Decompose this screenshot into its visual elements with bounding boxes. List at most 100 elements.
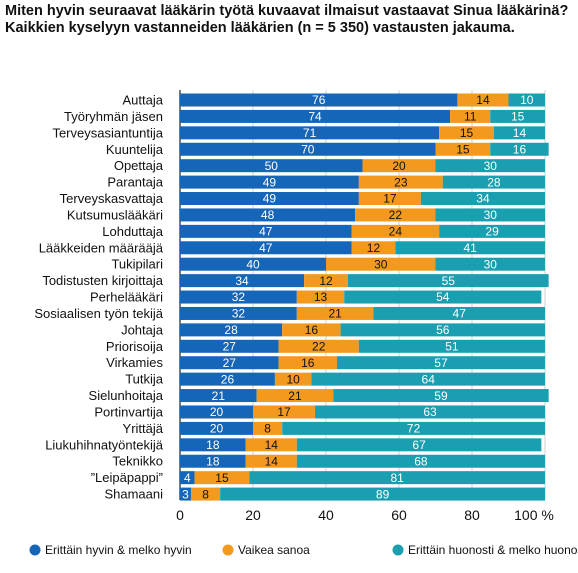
legend-label: Vaikea sanoa xyxy=(238,543,310,557)
legend-marker xyxy=(29,544,41,556)
bar-segment xyxy=(190,487,221,501)
bar-segment xyxy=(420,192,545,206)
bar-segment xyxy=(340,323,545,337)
bar-segment xyxy=(508,93,545,107)
bars-group: 76 14 10 74 11 15 71 15 14 70 15 16 50 20 30 49 23 28 49 17… xyxy=(180,93,549,501)
bar-segment xyxy=(493,126,545,140)
category-label: Opettaja xyxy=(114,158,164,173)
data-label: 15 xyxy=(511,110,525,124)
bar-segment xyxy=(450,109,491,123)
bar-segment xyxy=(180,224,352,238)
data-label: 47 xyxy=(453,307,467,321)
data-label: 59 xyxy=(434,389,448,403)
data-label: 21 xyxy=(328,307,342,321)
data-label: 20 xyxy=(210,422,224,436)
data-label: 14 xyxy=(513,126,527,140)
bar-segment xyxy=(180,142,436,156)
legend-label: Erittäin hyvin & melko hyvin xyxy=(45,543,192,557)
data-label: 24 xyxy=(389,225,403,239)
x-tick-label: 60 xyxy=(391,507,407,523)
x-tick-label: 40 xyxy=(318,507,334,523)
category-label: Virkamies xyxy=(106,355,163,370)
bar-segment xyxy=(180,405,253,419)
x-tick-label: 80 xyxy=(464,507,480,523)
data-label: 20 xyxy=(210,405,224,419)
data-label: 12 xyxy=(319,274,333,288)
data-label: 10 xyxy=(520,93,534,107)
data-label: 32 xyxy=(232,307,246,321)
data-label: 81 xyxy=(390,471,404,485)
data-label: 4 xyxy=(184,471,191,485)
data-label: 27 xyxy=(223,356,237,370)
bar-segment xyxy=(180,93,458,107)
data-label: 22 xyxy=(312,340,326,354)
data-label: 17 xyxy=(277,405,291,419)
bar-segment xyxy=(180,339,279,353)
data-label: 11 xyxy=(464,110,477,124)
category-label: Teknikko xyxy=(112,454,163,469)
data-label: 26 xyxy=(221,372,235,386)
x-tick-label: 0 xyxy=(176,507,184,523)
data-label: 72 xyxy=(407,422,421,436)
bar-segment xyxy=(304,274,348,288)
category-label: Auttaja xyxy=(123,93,164,108)
category-label: Priorisoija xyxy=(106,339,164,354)
bar-segment xyxy=(256,389,334,403)
data-label: 32 xyxy=(232,290,246,304)
bar-segment xyxy=(180,306,297,320)
category-label: Tutkija xyxy=(125,372,164,387)
bar-segment xyxy=(180,290,297,304)
data-label: 89 xyxy=(376,487,390,501)
data-label: 14 xyxy=(265,454,279,468)
category-label: Lääkkeiden määrääjä xyxy=(39,240,164,255)
bar-segment xyxy=(439,126,494,140)
bar-segment xyxy=(435,142,491,156)
bar-segment xyxy=(326,257,436,271)
data-label: 34 xyxy=(235,274,249,288)
category-label: Kuuntelija xyxy=(106,142,164,157)
x-tick-label: 20 xyxy=(245,507,261,523)
data-label: 21 xyxy=(212,389,226,403)
bar-segment xyxy=(180,192,359,206)
bar-segment xyxy=(358,339,545,353)
bar-segment xyxy=(336,356,545,370)
data-label: 10 xyxy=(286,372,300,386)
data-label: 30 xyxy=(484,257,498,271)
data-label: 49 xyxy=(263,175,277,189)
legend-label: Erittäin huonosti & melko huonosti xyxy=(408,543,578,557)
category-label: Yrittäjä xyxy=(123,421,164,436)
data-label: 16 xyxy=(305,323,319,337)
data-label: 14 xyxy=(265,438,279,452)
bar-segment xyxy=(435,159,545,173)
data-label: 34 xyxy=(476,192,490,206)
bar-segment xyxy=(180,208,356,222)
bar-segment xyxy=(180,323,283,337)
data-label: 40 xyxy=(246,257,260,271)
data-label: 16 xyxy=(301,356,315,370)
category-label: Terveyskasvattaja xyxy=(60,191,164,206)
data-label: 29 xyxy=(485,225,499,239)
bar-segment xyxy=(180,257,326,271)
data-label: 74 xyxy=(308,110,322,124)
data-label: 56 xyxy=(436,323,450,337)
data-label: 54 xyxy=(436,290,450,304)
bar-segment xyxy=(180,356,279,370)
bar-segment xyxy=(180,372,275,386)
bar-segment xyxy=(351,224,440,238)
data-label: 63 xyxy=(423,405,437,419)
data-label: 70 xyxy=(301,142,315,156)
data-label: 76 xyxy=(312,93,326,107)
bar-segment xyxy=(180,109,451,123)
bar-segment xyxy=(278,339,359,353)
bar-segment xyxy=(435,208,545,222)
bar-segment xyxy=(180,274,305,288)
data-label: 50 xyxy=(265,159,279,173)
bar-segment xyxy=(351,241,396,255)
data-label: 51 xyxy=(445,340,459,354)
category-label: Johtaja xyxy=(121,322,164,337)
data-label: 47 xyxy=(259,225,273,239)
data-label: 28 xyxy=(224,323,238,337)
bar-segment xyxy=(180,471,195,485)
